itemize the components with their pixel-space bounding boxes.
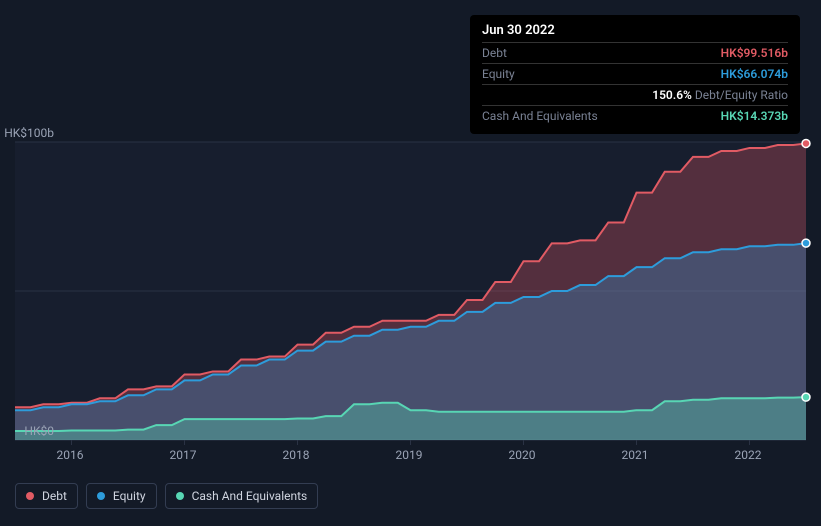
- y-axis-tick-label: HK$100b: [4, 126, 54, 140]
- tooltip-key: Debt: [482, 46, 507, 60]
- legend-dot-icon: [26, 492, 34, 500]
- tooltip-row: Debt HK$99.516b: [482, 42, 788, 63]
- tooltip-row: Equity HK$66.074b: [482, 63, 788, 84]
- x-axis-tick-label: 2022: [735, 448, 762, 462]
- legend-item-equity[interactable]: Equity: [86, 483, 157, 509]
- x-axis-tick-label: 2019: [396, 448, 423, 462]
- tooltip-row: Cash And Equivalents HK$14.373b: [482, 105, 788, 126]
- x-axis-tick-label: 2020: [509, 448, 536, 462]
- tooltip-value: HK$99.516b: [721, 46, 788, 60]
- legend-label: Equity: [113, 489, 146, 503]
- x-axis-tick-label: 2018: [283, 448, 310, 462]
- legend-item-cash-and-equivalents[interactable]: Cash And Equivalents: [165, 483, 319, 509]
- x-axis-labels: 2016 2017 2018 2019 2020 2021 2022: [15, 448, 806, 464]
- legend-item-debt[interactable]: Debt: [15, 483, 78, 509]
- tooltip-value: HK$14.373b: [721, 109, 788, 123]
- legend-label: Cash And Equivalents: [192, 489, 308, 503]
- chart-legend: Debt Equity Cash And Equivalents: [15, 483, 318, 509]
- x-axis-tick-label: 2017: [170, 448, 197, 462]
- legend-dot-icon: [176, 492, 184, 500]
- legend-dot-icon: [97, 492, 105, 500]
- legend-label: Debt: [42, 489, 67, 503]
- x-axis-tick-label: 2016: [57, 448, 84, 462]
- tooltip-row: 150.6% Debt/Equity Ratio: [482, 84, 788, 105]
- tooltip-key: Cash And Equivalents: [482, 109, 598, 123]
- chart-tooltip: Jun 30 2022 Debt HK$99.516b Equity HK$66.07…: [470, 15, 800, 134]
- x-axis-tick-label: 2021: [622, 448, 649, 462]
- tooltip-value: 150.6% Debt/Equity Ratio: [652, 88, 788, 102]
- tooltip-date: Jun 30 2022: [482, 23, 788, 42]
- y-axis-tick-label: HK$0: [24, 424, 54, 438]
- tooltip-key: Equity: [482, 67, 515, 81]
- tooltip-value: HK$66.074b: [721, 67, 788, 81]
